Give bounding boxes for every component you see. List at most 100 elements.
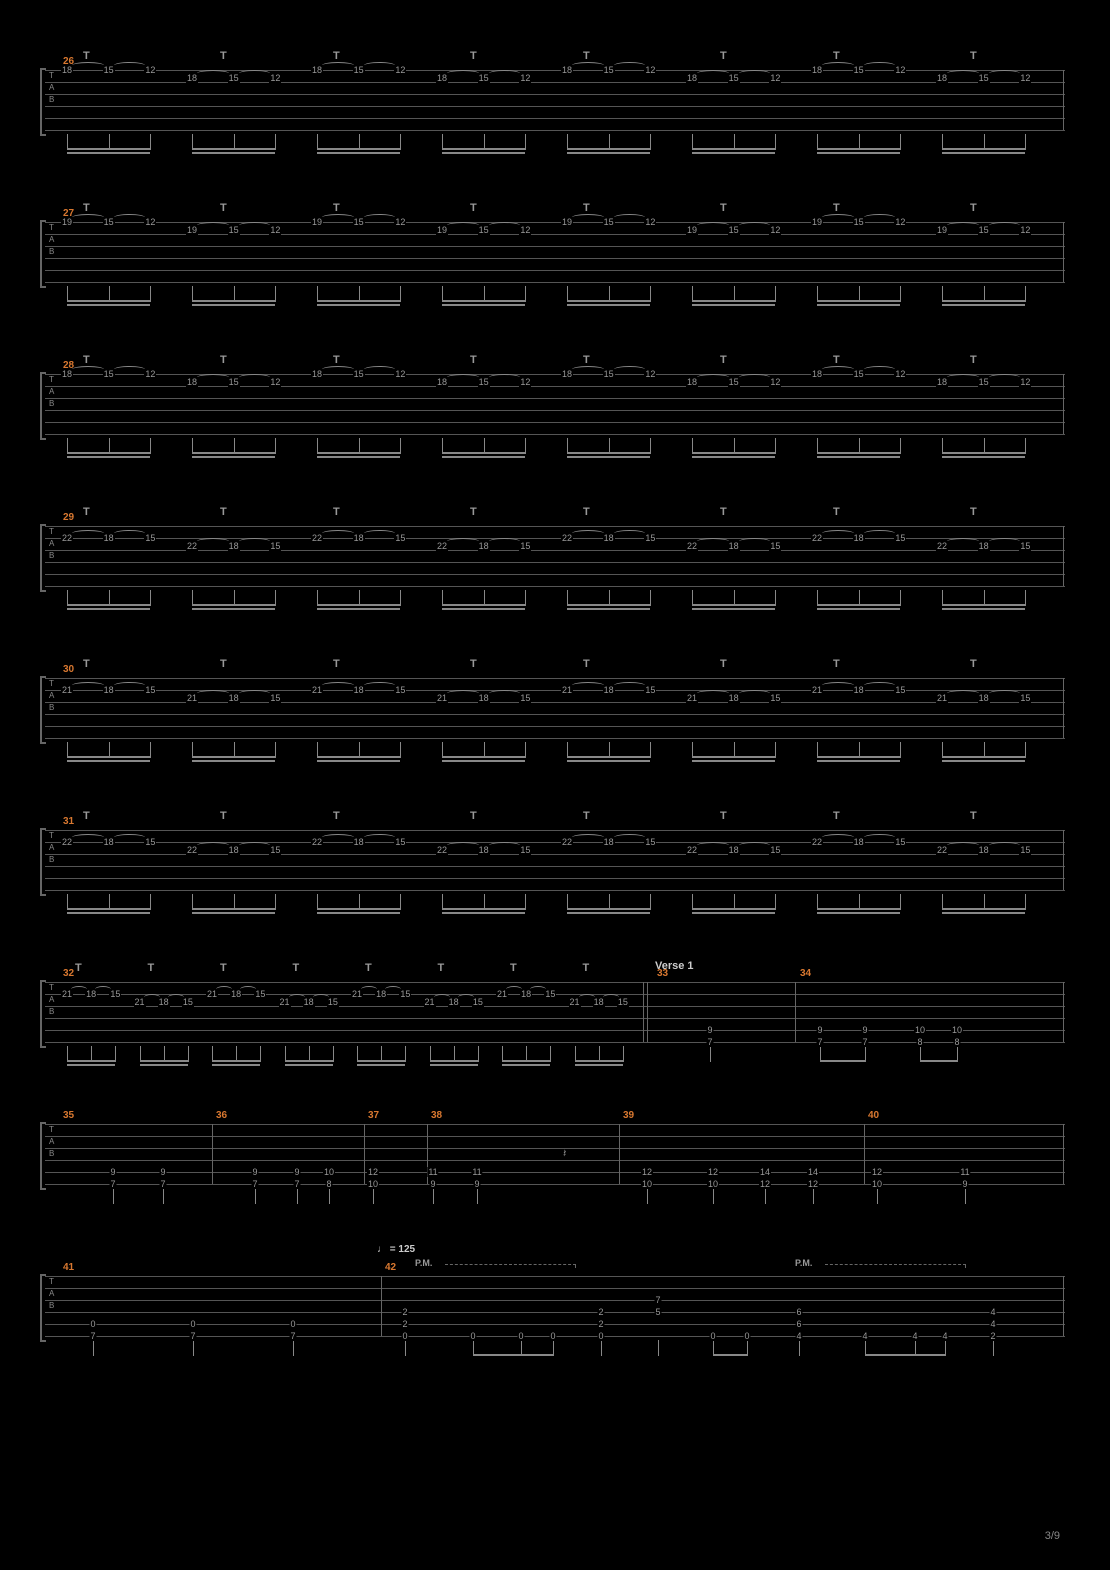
fret-number: 0 [89, 1319, 96, 1329]
tie [239, 690, 271, 697]
tab-system: TTTTTTTTTAB30211815211815211815211815211… [45, 658, 1065, 738]
fret-number: 0 [189, 1319, 196, 1329]
fret-number: 10 [323, 1167, 335, 1177]
stem [1025, 286, 1026, 302]
tie [697, 842, 729, 849]
tie [989, 222, 1021, 229]
fret-number: 11 [427, 1167, 438, 1177]
fret-number: 18 [353, 837, 365, 847]
tapping-mark: T [970, 658, 977, 670]
fret-number: 12 [144, 369, 156, 379]
stem [150, 286, 151, 302]
tie [947, 222, 979, 229]
measure-number: 33 [657, 968, 668, 979]
beam [212, 1064, 260, 1066]
tie [739, 690, 771, 697]
stem [525, 134, 526, 150]
fret-number: 9 [293, 1167, 300, 1177]
fret-number: 18 [311, 369, 323, 379]
fret-number: 19 [311, 217, 323, 227]
fret-number: 18 [353, 533, 365, 543]
barline [364, 1124, 365, 1184]
fret-number: 10 [707, 1179, 719, 1189]
stem [775, 438, 776, 454]
fret-number: 18 [603, 533, 615, 543]
beam-area [45, 590, 1065, 612]
tie [947, 70, 979, 77]
stem [275, 286, 276, 302]
fret-number: 18 [61, 369, 73, 379]
fret-number: 15 [853, 65, 865, 75]
stem [150, 894, 151, 910]
fret-number: 12 [644, 65, 656, 75]
stem [293, 1340, 294, 1356]
beam [817, 908, 900, 910]
stem [623, 1046, 624, 1062]
stem [93, 1340, 94, 1356]
beam [692, 608, 775, 610]
tempo-marking: ♩ = 125 [377, 1244, 415, 1255]
beam [192, 152, 275, 154]
tapping-mark: T [333, 354, 340, 366]
beam-area [45, 286, 1065, 308]
fret-number: 15 [894, 837, 906, 847]
beam [192, 760, 275, 762]
stem [400, 438, 401, 454]
measure-number: 31 [63, 816, 74, 827]
fret-number: 15 [1019, 845, 1031, 855]
fret-number: 12 [644, 217, 656, 227]
tie [947, 374, 979, 381]
stem [478, 1046, 479, 1062]
beam [692, 452, 775, 454]
beam [567, 148, 650, 150]
barline [864, 1124, 865, 1184]
fret-number: 15 [353, 217, 365, 227]
fret-number: 12 [144, 65, 156, 75]
tab-staff: TAB3122181522181522181522181522181522181… [45, 830, 1065, 890]
fret-number: 7 [251, 1179, 258, 1189]
tapping-mark: T [720, 506, 727, 518]
stem [297, 1188, 298, 1204]
fret-number: 18 [561, 369, 573, 379]
fret-number: 4 [911, 1331, 918, 1341]
tie [572, 530, 604, 537]
barline [1063, 1124, 1064, 1184]
fret-number: 12 [769, 73, 781, 83]
tie [322, 682, 354, 689]
fret-number: 18 [478, 693, 490, 703]
beam [713, 1354, 747, 1356]
measure-number: 40 [868, 1110, 879, 1121]
stem [553, 1340, 554, 1356]
tapping-mark: T [293, 962, 300, 974]
beam [192, 304, 275, 306]
stem [1025, 134, 1026, 150]
fret-number: 18 [61, 65, 73, 75]
beam-area [45, 1046, 1065, 1068]
tab-system: TTTTTTTTVerse 1TAB3221181521181521181521… [45, 962, 1065, 1042]
fret-number: 12 [269, 225, 281, 235]
tie [989, 374, 1021, 381]
beam [942, 756, 1025, 758]
tapping-mark: T [333, 658, 340, 670]
staff-lines [45, 1276, 1065, 1336]
fret-number: 18 [158, 997, 170, 1007]
stem [601, 1340, 602, 1356]
fret-number: 18 [936, 73, 948, 83]
tapping-mark: T [470, 202, 477, 214]
stem [775, 894, 776, 910]
tapping-mark: T [720, 202, 727, 214]
tapping-mark: T [583, 810, 590, 822]
tie [322, 530, 354, 537]
tie [864, 214, 896, 221]
tapping-mark: T [970, 50, 977, 62]
beam [567, 756, 650, 758]
tie [947, 842, 979, 849]
barline [1063, 830, 1064, 890]
fret-number: 0 [743, 1331, 750, 1341]
stem [188, 1046, 189, 1062]
tab-page: TTTTTTTTTAB26181512181512181512181512181… [0, 0, 1110, 1570]
fret-number: 21 [278, 997, 290, 1007]
tapping-mark: T [833, 202, 840, 214]
fret-number: 15 [769, 541, 781, 551]
fret-number: 15 [603, 369, 615, 379]
